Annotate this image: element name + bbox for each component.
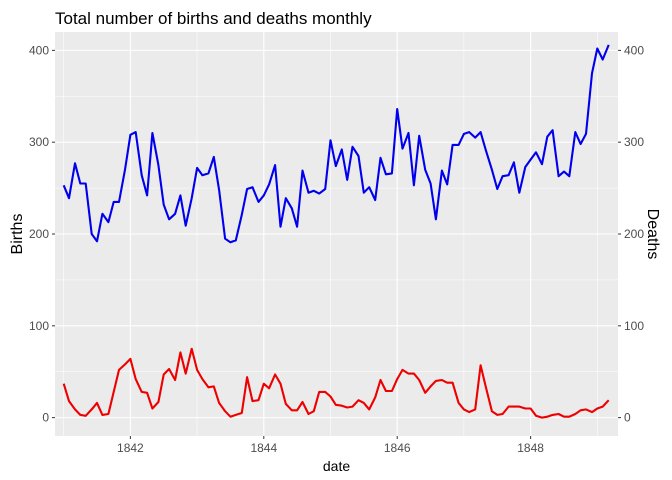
- x-tick-label: 1844: [250, 441, 277, 455]
- y-tick-label-left: 300: [29, 135, 49, 149]
- y-tick-label-right: 100: [624, 319, 644, 333]
- right-axis: 0 100 200 300 400: [618, 43, 644, 425]
- y-tick-label-right: 300: [624, 135, 644, 149]
- x-tick-label: 1842: [117, 441, 144, 455]
- x-tick-label: 1846: [384, 441, 411, 455]
- x-axis-title: date: [323, 458, 350, 474]
- series-line-deaths: [62, 347, 610, 419]
- series-line-births: [62, 44, 610, 244]
- series-layer: [62, 44, 610, 419]
- y-tick-label-left: 0: [42, 411, 49, 425]
- y-tick-label-left: 400: [29, 43, 49, 57]
- y-axis-title-left: Births: [9, 214, 26, 255]
- y-axis-title-right: Deaths: [644, 209, 661, 260]
- bottom-axis: 1842 1844 1846 1848: [117, 436, 544, 455]
- y-tick-label-right: 400: [624, 43, 644, 57]
- y-tick-label-right: 200: [624, 227, 644, 241]
- y-tick-label-left: 200: [29, 227, 49, 241]
- chart-title: Total number of births and deaths monthl…: [55, 9, 372, 28]
- grid-major: [55, 32, 618, 436]
- y-tick-label-left: 100: [29, 319, 49, 333]
- left-axis: 0 100 200 300 400: [29, 43, 55, 425]
- x-tick-label: 1848: [517, 441, 544, 455]
- y-tick-label-right: 0: [624, 411, 631, 425]
